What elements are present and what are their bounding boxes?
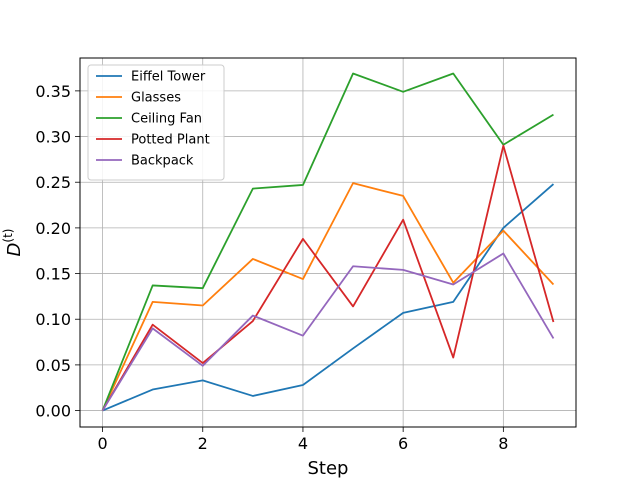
legend-label: Backpack — [131, 154, 194, 169]
y-tick-label: 0.35 — [35, 82, 71, 101]
y-axis-title: D(t) — [1, 229, 25, 257]
y-axis-title-sup: (t) — [1, 229, 15, 243]
y-axis-title-base: D — [4, 243, 25, 257]
x-tick-label: 8 — [498, 434, 508, 453]
legend-label: Glasses — [131, 91, 181, 106]
legend-label: Eiffel Tower — [131, 70, 206, 85]
series-line-backpack — [101, 252, 555, 412]
series-lines — [101, 72, 555, 412]
x-tick-label: 4 — [298, 434, 308, 453]
x-tick-label: 2 — [198, 434, 208, 453]
legend: Eiffel Tower Glasses Ceiling Fan Potted Pla… — [87, 64, 225, 181]
series-line-potted-plant — [101, 144, 555, 412]
x-tick-label: 6 — [398, 434, 408, 453]
y-tick-label: 0.15 — [35, 265, 71, 284]
legend-label: Ceiling Fan — [131, 112, 202, 127]
y-tick-label: 0.30 — [35, 128, 71, 147]
series-line-ceiling-fan — [101, 72, 554, 411]
y-tick-label: 0.10 — [35, 310, 71, 329]
plot-frame — [79, 57, 577, 428]
legend-frame — [87, 64, 225, 181]
x-axis-title: Step — [308, 458, 349, 479]
y-tick-label: 0.05 — [35, 356, 71, 375]
x-tick-label: 0 — [97, 434, 107, 453]
series-line-eiffel-tower — [102, 183, 555, 412]
y-tick-label: 0.00 — [35, 402, 71, 421]
series-line-glasses — [101, 182, 555, 411]
ticks: 0 2 4 6 8 0.00 0.05 0.10 0.15 0.20 0.25 0.30 0.35 — [35, 82, 508, 453]
y-tick-label: 0.20 — [35, 219, 71, 238]
legend-label: Potted Plant — [131, 133, 210, 148]
y-tick-label: 0.25 — [35, 173, 71, 192]
